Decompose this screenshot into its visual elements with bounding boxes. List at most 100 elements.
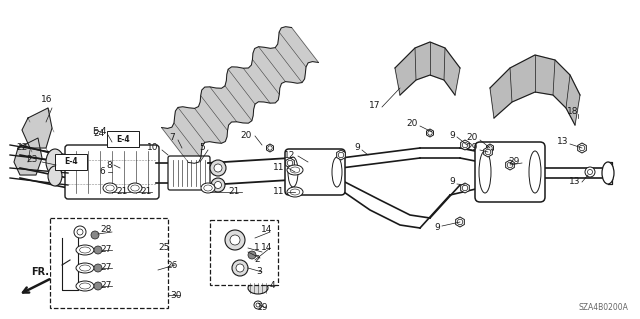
Ellipse shape — [128, 183, 142, 193]
Text: 20: 20 — [467, 133, 478, 143]
Ellipse shape — [236, 264, 244, 272]
Polygon shape — [395, 42, 460, 95]
Text: 22: 22 — [17, 144, 28, 152]
Ellipse shape — [287, 165, 303, 175]
Polygon shape — [490, 55, 580, 125]
Ellipse shape — [131, 185, 140, 191]
Text: 21: 21 — [141, 188, 152, 197]
Text: 13: 13 — [568, 177, 580, 187]
FancyBboxPatch shape — [107, 131, 139, 147]
Polygon shape — [456, 217, 465, 227]
Circle shape — [588, 169, 593, 174]
Text: 1: 1 — [254, 243, 260, 253]
Ellipse shape — [214, 164, 222, 172]
Text: 7: 7 — [169, 133, 175, 143]
Ellipse shape — [230, 235, 240, 245]
Polygon shape — [14, 138, 42, 175]
FancyBboxPatch shape — [65, 145, 159, 199]
Text: 18: 18 — [566, 108, 578, 116]
Circle shape — [94, 264, 102, 272]
Ellipse shape — [79, 265, 90, 271]
FancyBboxPatch shape — [210, 220, 278, 285]
Text: 17: 17 — [369, 100, 380, 109]
Ellipse shape — [232, 260, 248, 276]
Ellipse shape — [210, 160, 226, 176]
Text: FR.: FR. — [31, 267, 49, 277]
Text: 9: 9 — [449, 177, 455, 187]
Text: 4: 4 — [269, 280, 275, 290]
Ellipse shape — [248, 282, 268, 294]
Ellipse shape — [79, 247, 90, 253]
Polygon shape — [461, 140, 469, 150]
Ellipse shape — [529, 151, 541, 193]
Text: 27: 27 — [100, 246, 112, 255]
Text: 5: 5 — [199, 144, 205, 152]
Text: 28: 28 — [100, 226, 112, 234]
Text: 14: 14 — [260, 226, 272, 234]
Polygon shape — [161, 27, 319, 163]
Circle shape — [485, 149, 491, 155]
Polygon shape — [337, 150, 346, 160]
Polygon shape — [22, 108, 52, 148]
Text: 19: 19 — [257, 303, 268, 313]
Ellipse shape — [103, 183, 117, 193]
Text: 23: 23 — [27, 155, 38, 165]
Ellipse shape — [76, 281, 94, 291]
Text: 12: 12 — [284, 151, 295, 160]
Polygon shape — [285, 158, 294, 168]
Text: 26: 26 — [166, 261, 178, 270]
Text: 14: 14 — [260, 243, 272, 253]
Polygon shape — [506, 160, 515, 170]
Circle shape — [579, 145, 585, 151]
Circle shape — [339, 152, 344, 158]
Text: SZA4B0200A: SZA4B0200A — [578, 303, 628, 312]
Circle shape — [254, 301, 262, 309]
Circle shape — [488, 146, 492, 150]
Text: E-4: E-4 — [64, 158, 78, 167]
FancyBboxPatch shape — [475, 142, 545, 202]
Text: 10: 10 — [147, 144, 158, 152]
Ellipse shape — [287, 187, 303, 197]
Text: 27: 27 — [100, 281, 112, 291]
Ellipse shape — [48, 166, 62, 186]
Text: 25: 25 — [159, 243, 170, 253]
Ellipse shape — [288, 157, 298, 187]
Text: 29: 29 — [509, 158, 520, 167]
Circle shape — [585, 167, 595, 177]
Text: 9: 9 — [449, 130, 455, 139]
FancyBboxPatch shape — [168, 156, 210, 190]
Ellipse shape — [214, 182, 221, 189]
Text: 9: 9 — [355, 144, 360, 152]
Ellipse shape — [211, 178, 225, 192]
Text: 11: 11 — [273, 164, 284, 173]
Polygon shape — [486, 144, 493, 152]
Text: 13: 13 — [557, 137, 568, 146]
Circle shape — [268, 146, 272, 150]
Text: E-4: E-4 — [93, 128, 107, 137]
FancyBboxPatch shape — [55, 154, 87, 170]
Text: 8: 8 — [106, 160, 112, 169]
Circle shape — [91, 231, 99, 239]
Text: 20: 20 — [406, 120, 418, 129]
Ellipse shape — [290, 167, 300, 173]
Ellipse shape — [602, 162, 614, 184]
Polygon shape — [266, 144, 273, 152]
Circle shape — [457, 219, 463, 225]
FancyBboxPatch shape — [50, 218, 168, 308]
Ellipse shape — [332, 157, 342, 187]
Text: E-4: E-4 — [116, 135, 130, 144]
Text: 16: 16 — [40, 95, 52, 105]
Text: 24: 24 — [93, 129, 105, 137]
Circle shape — [248, 251, 256, 259]
Text: 27: 27 — [100, 263, 112, 272]
Ellipse shape — [225, 230, 245, 250]
Text: 21: 21 — [116, 188, 128, 197]
Text: 20: 20 — [241, 130, 252, 139]
Ellipse shape — [46, 149, 64, 175]
Ellipse shape — [479, 151, 491, 193]
Text: 9: 9 — [435, 224, 440, 233]
Polygon shape — [426, 129, 433, 137]
Ellipse shape — [204, 185, 212, 191]
Ellipse shape — [201, 183, 215, 193]
Ellipse shape — [290, 189, 300, 195]
